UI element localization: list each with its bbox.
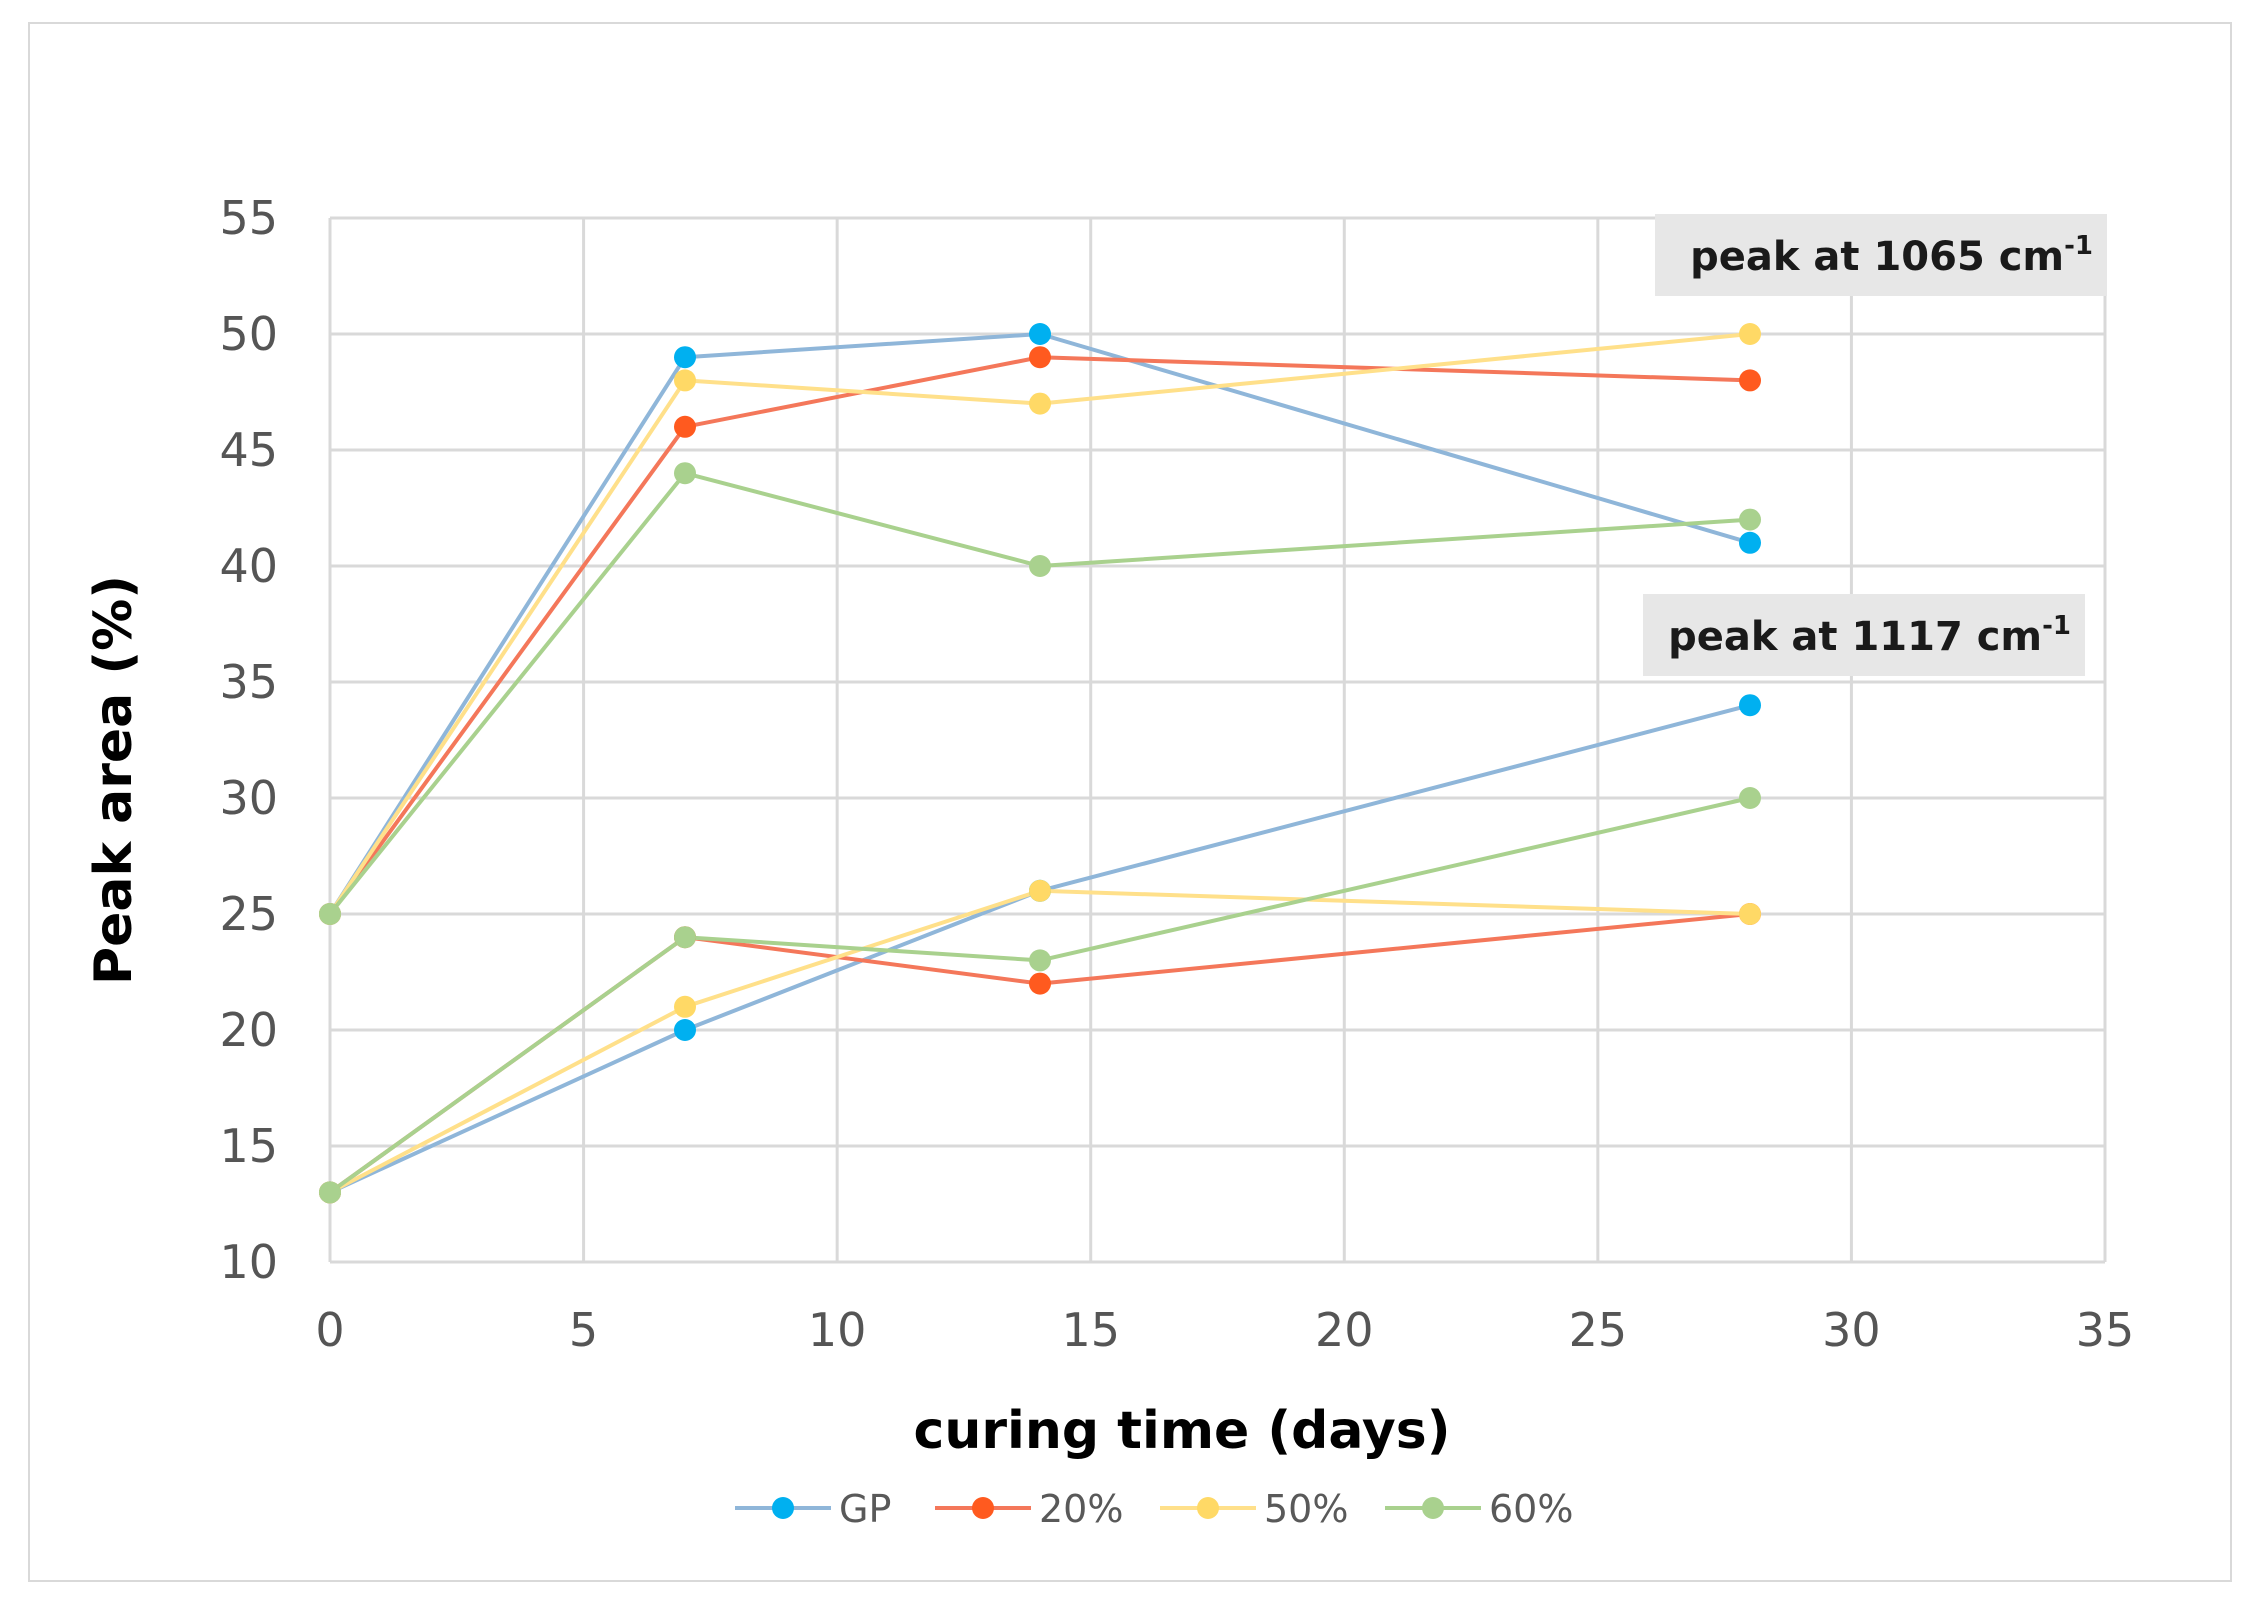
legend-item: 60% xyxy=(1385,1487,1573,1531)
series-line-50pct-group-1 xyxy=(328,332,1751,916)
series-layer xyxy=(319,323,1761,1204)
peak-annotation: peak at 1065 cm-1 xyxy=(1655,214,2107,296)
data-point-50pct xyxy=(674,369,696,392)
data-point-GP xyxy=(674,1019,696,1041)
x-tick-label: 35 xyxy=(2076,1303,2135,1357)
data-point-GP xyxy=(1739,531,1761,554)
legend-item: GP xyxy=(735,1487,891,1531)
x-tick-label: 25 xyxy=(1569,1303,1628,1357)
x-tick-label: 0 xyxy=(315,1303,344,1357)
data-point-20pct xyxy=(1739,369,1761,392)
peak-annotation-label: peak at 1065 cm-1 xyxy=(1690,231,2093,280)
y-tick-label: 30 xyxy=(219,771,278,825)
y-tick-label: 25 xyxy=(219,887,278,941)
legend-marker xyxy=(772,1497,794,1519)
legend-marker xyxy=(1197,1497,1219,1519)
data-point-60pct xyxy=(319,1181,341,1204)
legend-label: 60% xyxy=(1489,1487,1573,1531)
data-point-60pct xyxy=(674,462,696,485)
y-tick-label: 50 xyxy=(219,307,278,361)
peak-label-superscript: -1 xyxy=(2042,611,2071,641)
y-tick-label: 20 xyxy=(219,1003,278,1057)
data-point-GP xyxy=(674,346,696,369)
legend-marker xyxy=(1422,1497,1444,1519)
y-tick-label: 55 xyxy=(219,191,278,245)
y-tick-label: 15 xyxy=(219,1119,278,1173)
y-axis-title: Peak area (%) xyxy=(84,575,144,985)
legend-marker xyxy=(972,1497,994,1519)
legend-item: 50% xyxy=(1160,1487,1348,1531)
y-tick-label: 45 xyxy=(219,423,278,477)
series-line-60pct-group-1 xyxy=(328,471,1751,916)
peak-annotation-label: peak at 1117 cm-1 xyxy=(1668,611,2071,660)
legend-label: 20% xyxy=(1039,1487,1123,1531)
series-line-20pct-group-1 xyxy=(328,355,1751,916)
x-tick-label: 5 xyxy=(569,1303,598,1357)
data-point-60pct xyxy=(1029,949,1051,972)
peak-label-text: peak at 1065 cm xyxy=(1690,234,2064,280)
y-tick-label: 10 xyxy=(219,1235,278,1289)
data-point-50pct xyxy=(1739,903,1761,925)
tick-layer: 10 15 20 25 30 35 40 45 50 55 0 5 10 15 20 25 30 35 xyxy=(219,191,2134,1357)
legend-label: 50% xyxy=(1264,1487,1348,1531)
y-tick-label: 40 xyxy=(219,539,278,593)
data-point-50pct xyxy=(1029,879,1051,902)
data-point-20pct xyxy=(674,415,696,438)
data-point-50pct xyxy=(1029,392,1051,415)
data-point-GP xyxy=(1739,694,1761,717)
data-point-50pct xyxy=(674,995,696,1018)
data-point-20pct xyxy=(1029,346,1051,369)
peak-annotation-box xyxy=(1643,594,2085,676)
data-point-60pct xyxy=(1739,787,1761,809)
series-line-60pct-group-2 xyxy=(328,796,1751,1195)
peak-label-superscript: -1 xyxy=(2064,231,2093,261)
x-tick-label: 30 xyxy=(1822,1303,1881,1357)
data-point-60pct xyxy=(1739,508,1761,531)
data-point-GP xyxy=(1029,323,1051,345)
x-tick-label: 20 xyxy=(1315,1303,1374,1357)
legend: GP 20% 50% 60% xyxy=(735,1487,1573,1531)
peak-annotation: peak at 1117 cm-1 xyxy=(1643,594,2085,676)
data-point-20pct xyxy=(1029,972,1051,995)
x-tick-label: 10 xyxy=(808,1303,867,1357)
x-tick-label: 15 xyxy=(1061,1303,1120,1357)
peak-annotation-box xyxy=(1655,214,2107,296)
data-point-60pct xyxy=(674,926,696,949)
data-point-50pct xyxy=(1739,323,1761,345)
peak-label-text: peak at 1117 cm xyxy=(1668,614,2042,660)
series-line-GP-group-1 xyxy=(328,332,1751,916)
series-line-GP-group-2 xyxy=(329,703,1751,1195)
legend-label: GP xyxy=(839,1487,891,1531)
grid-layer xyxy=(328,216,2107,1264)
data-point-60pct xyxy=(1029,555,1051,577)
x-axis-title: curing time (days) xyxy=(914,1401,1451,1461)
y-tick-label: 35 xyxy=(219,655,278,709)
legend-item: 20% xyxy=(935,1487,1123,1531)
data-point-60pct xyxy=(319,903,341,925)
